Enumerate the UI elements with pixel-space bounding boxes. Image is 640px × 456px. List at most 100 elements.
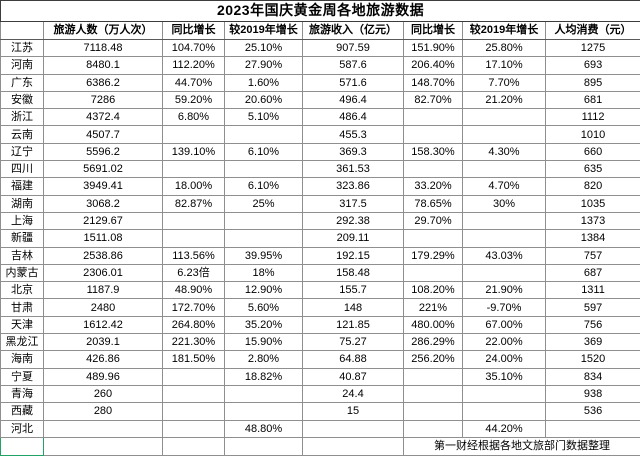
province-cell[interactable]: 上海 xyxy=(0,211,44,231)
data-cell[interactable]: 192.15 xyxy=(302,246,404,265)
data-cell[interactable]: 67.00% xyxy=(462,315,546,335)
data-cell[interactable] xyxy=(302,419,404,439)
data-cell[interactable]: 25.80% xyxy=(462,38,546,58)
data-cell[interactable]: 24.00% xyxy=(462,350,546,369)
data-cell[interactable]: 486.4 xyxy=(302,108,404,127)
province-cell[interactable]: 甘肃 xyxy=(0,298,44,317)
data-cell[interactable] xyxy=(462,211,546,231)
data-cell[interactable]: 1275 xyxy=(544,38,640,58)
active-selected-cell[interactable] xyxy=(0,437,44,456)
column-header[interactable]: 同比增长 xyxy=(403,21,463,40)
column-header[interactable]: 人均消费（元） xyxy=(544,21,640,40)
data-cell[interactable]: 35.20% xyxy=(224,315,303,335)
data-cell[interactable]: 5691.02 xyxy=(43,160,163,179)
data-cell[interactable]: 536 xyxy=(544,402,640,421)
data-cell[interactable]: 15 xyxy=(302,402,404,421)
data-cell[interactable]: 938 xyxy=(544,384,640,404)
column-header[interactable]: 同比增长 xyxy=(162,21,225,40)
data-cell[interactable]: 158.30% xyxy=(403,142,463,162)
empty-cell[interactable] xyxy=(302,437,404,456)
data-cell[interactable]: 1520 xyxy=(544,350,640,369)
province-cell[interactable]: 安徽 xyxy=(0,90,44,110)
province-cell[interactable]: 吉林 xyxy=(0,246,44,265)
data-cell[interactable]: 18% xyxy=(224,263,303,283)
data-cell[interactable]: 361.53 xyxy=(302,160,404,179)
data-cell[interactable]: 25% xyxy=(224,194,303,213)
data-cell[interactable] xyxy=(224,160,303,179)
data-cell[interactable] xyxy=(224,125,303,144)
province-cell[interactable]: 广东 xyxy=(0,73,44,92)
data-cell[interactable]: 587.6 xyxy=(302,56,404,75)
data-cell[interactable]: 6.23倍 xyxy=(162,263,225,283)
data-cell[interactable]: 44.20% xyxy=(462,419,546,439)
corner-header-cell[interactable] xyxy=(0,21,44,40)
data-cell[interactable]: 1112 xyxy=(544,108,640,127)
data-cell[interactable]: 1384 xyxy=(544,229,640,248)
data-cell[interactable]: 148.70% xyxy=(403,73,463,92)
data-cell[interactable]: 82.87% xyxy=(162,194,225,213)
data-cell[interactable] xyxy=(162,229,225,248)
province-cell[interactable]: 福建 xyxy=(0,177,44,196)
data-cell[interactable]: 221% xyxy=(403,298,463,317)
data-cell[interactable]: 221.30% xyxy=(162,333,225,352)
data-cell[interactable] xyxy=(403,125,463,144)
data-cell[interactable]: 292.38 xyxy=(302,211,404,231)
data-cell[interactable] xyxy=(403,229,463,248)
data-cell[interactable]: 155.7 xyxy=(302,281,404,300)
data-cell[interactable]: 2039.1 xyxy=(43,333,163,352)
data-cell[interactable]: 820 xyxy=(544,177,640,196)
data-cell[interactable]: 15.90% xyxy=(224,333,303,352)
data-cell[interactable] xyxy=(462,263,546,283)
data-cell[interactable]: 635 xyxy=(544,160,640,179)
data-cell[interactable]: 179.29% xyxy=(403,246,463,265)
data-cell[interactable]: 369.3 xyxy=(302,142,404,162)
data-cell[interactable] xyxy=(162,419,225,439)
data-cell[interactable]: 6.10% xyxy=(224,177,303,196)
data-cell[interactable]: 82.70% xyxy=(403,90,463,110)
data-cell[interactable] xyxy=(224,384,303,404)
data-cell[interactable] xyxy=(462,160,546,179)
data-cell[interactable]: 489.96 xyxy=(43,367,163,386)
data-cell[interactable]: 48.90% xyxy=(162,281,225,300)
data-cell[interactable]: 158.48 xyxy=(302,263,404,283)
province-cell[interactable]: 内蒙古 xyxy=(0,263,44,283)
data-cell[interactable]: 455.3 xyxy=(302,125,404,144)
data-cell[interactable]: 7118.48 xyxy=(43,38,163,58)
data-cell[interactable]: 5.60% xyxy=(224,298,303,317)
data-cell[interactable] xyxy=(462,108,546,127)
data-cell[interactable] xyxy=(462,125,546,144)
data-cell[interactable]: 104.70% xyxy=(162,38,225,58)
data-cell[interactable]: 2.80% xyxy=(224,350,303,369)
data-cell[interactable]: 108.20% xyxy=(403,281,463,300)
data-cell[interactable]: 206.40% xyxy=(403,56,463,75)
data-cell[interactable]: 112.20% xyxy=(162,56,225,75)
data-cell[interactable]: -9.70% xyxy=(462,298,546,317)
data-cell[interactable]: 834 xyxy=(544,367,640,386)
data-cell[interactable]: 1373 xyxy=(544,211,640,231)
data-cell[interactable]: 64.88 xyxy=(302,350,404,369)
province-cell[interactable]: 青海 xyxy=(0,384,44,404)
data-cell[interactable]: 1187.9 xyxy=(43,281,163,300)
data-cell[interactable]: 24.4 xyxy=(302,384,404,404)
data-cell[interactable] xyxy=(403,108,463,127)
data-cell[interactable]: 286.29% xyxy=(403,333,463,352)
data-cell[interactable]: 3949.41 xyxy=(43,177,163,196)
data-cell[interactable] xyxy=(462,229,546,248)
data-cell[interactable]: 21.90% xyxy=(462,281,546,300)
data-cell[interactable] xyxy=(162,384,225,404)
column-header[interactable]: 较2019年增长 xyxy=(224,21,303,40)
data-cell[interactable]: 172.70% xyxy=(162,298,225,317)
data-cell[interactable]: 264.80% xyxy=(162,315,225,335)
data-cell[interactable]: 693 xyxy=(544,56,640,75)
data-cell[interactable]: 1.60% xyxy=(224,73,303,92)
data-cell[interactable]: 2306.01 xyxy=(43,263,163,283)
data-cell[interactable]: 209.11 xyxy=(302,229,404,248)
province-cell[interactable]: 北京 xyxy=(0,281,44,300)
data-cell[interactable]: 426.86 xyxy=(43,350,163,369)
data-cell[interactable]: 6386.2 xyxy=(43,73,163,92)
data-cell[interactable]: 369 xyxy=(544,333,640,352)
province-cell[interactable]: 辽宁 xyxy=(0,142,44,162)
data-cell[interactable] xyxy=(403,419,463,439)
data-cell[interactable] xyxy=(162,211,225,231)
data-cell[interactable]: 35.10% xyxy=(462,367,546,386)
